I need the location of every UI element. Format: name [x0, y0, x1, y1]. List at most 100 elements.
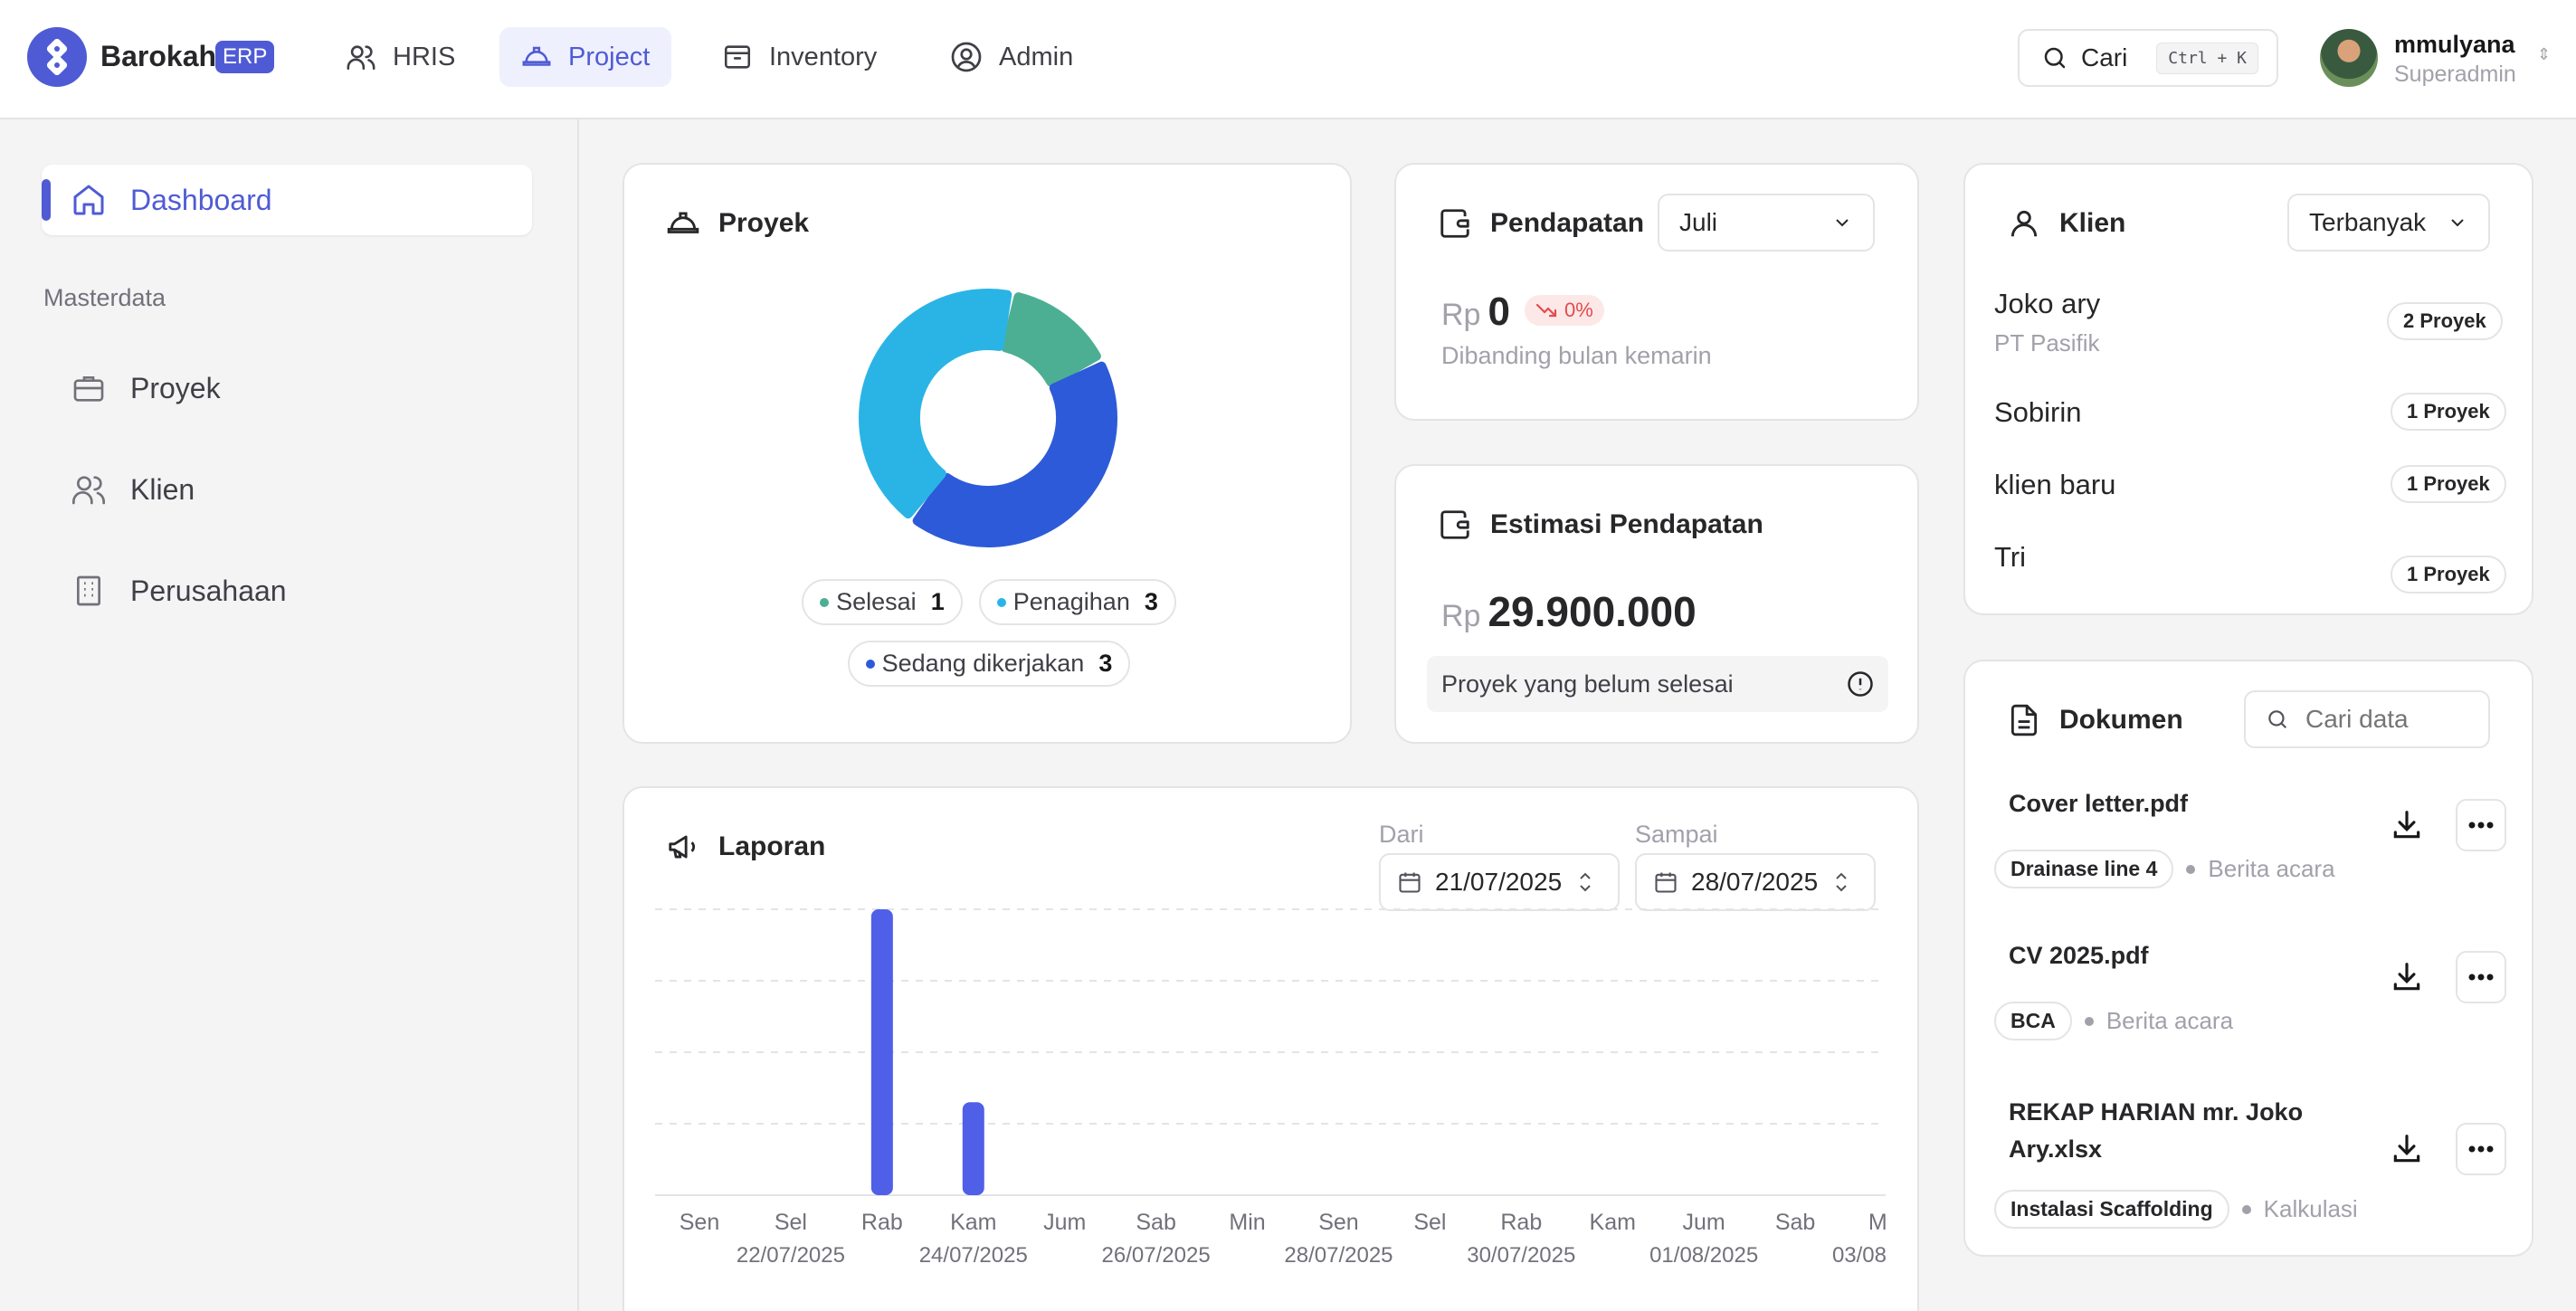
x-tick-label: Sel — [775, 1210, 807, 1235]
klien-card: Klien Terbanyak Joko ary PT Pasifik 2 Pr… — [1963, 163, 2533, 615]
x-tick-label: Sen — [1318, 1210, 1358, 1235]
download-button[interactable] — [2381, 1123, 2432, 1175]
estimasi-note: Proyek yang belum selesai — [1427, 656, 1888, 712]
klien-name[interactable]: Tri — [1994, 541, 2026, 573]
laporan-bar-chart[interactable]: Sen Sel 22/07/2025 Rab Kam 24/07/2025 Jum Sab 26… — [655, 906, 1886, 1304]
month-select[interactable]: Juli — [1658, 194, 1875, 252]
download-icon — [2393, 963, 2420, 991]
nav-project-label: Project — [568, 42, 651, 71]
proyek-donut-chart[interactable] — [852, 282, 1124, 554]
dokumen-card: Dokumen Cover letter.pdf Drainase line 4… — [1963, 660, 2533, 1257]
home-icon — [73, 185, 104, 215]
sidebar-item-dashboard[interactable]: Dashboard — [71, 165, 272, 235]
logo-icon[interactable] — [27, 27, 87, 87]
box-icon — [724, 45, 751, 69]
legend-sedang-dikerjakan[interactable]: Sedang dikerjakan 3 — [847, 641, 1131, 687]
donut-slice-sedang-dikerjakan[interactable] — [912, 361, 1117, 547]
x-date-label: 30/07/2025 — [1467, 1243, 1575, 1268]
change-badge: 0% — [1524, 295, 1604, 326]
sidebar-item-klien[interactable]: Klien — [71, 454, 195, 525]
pendapatan-note: Dibanding bulan kemarin — [1441, 342, 1712, 369]
klien-project-badge: 1 Proyek — [2391, 556, 2506, 594]
klien-name[interactable]: Joko ary — [1994, 288, 2101, 319]
avatar[interactable] — [2320, 29, 2378, 87]
klien-sort-select[interactable]: Terbanyak — [2287, 194, 2490, 252]
document-project-tag: Drainase line 4 — [1994, 850, 2174, 888]
separator-dot — [2186, 864, 2196, 874]
bar[interactable] — [962, 1102, 984, 1195]
legend-penagihan[interactable]: Penagihan 3 — [978, 579, 1176, 625]
legend-label: Penagihan — [1012, 588, 1130, 615]
info-icon[interactable] — [1847, 670, 1874, 698]
document-name[interactable]: Cover letter.pdf — [2009, 790, 2189, 817]
x-tick-label: Sen — [680, 1210, 719, 1235]
document-category: Berita acara — [2208, 855, 2335, 882]
document-category: Kalkulasi — [2263, 1195, 2358, 1222]
donut-slice-selesai[interactable] — [1001, 292, 1101, 387]
separator-dot — [2241, 1204, 2251, 1214]
x-tick-label: Min — [1229, 1210, 1265, 1235]
nav-inventory[interactable]: Inventory — [700, 27, 898, 87]
chevron-updown-icon[interactable]: ⇕ — [2537, 45, 2552, 63]
nav-inventory-label: Inventory — [769, 42, 878, 71]
sidebar-item-label: Dashboard — [130, 183, 272, 216]
document-name[interactable]: CV 2025.pdf — [2009, 942, 2149, 969]
sort-select-value: Terbanyak — [2309, 208, 2427, 236]
x-date-label: 01/08/2025 — [1649, 1243, 1758, 1268]
nav-admin[interactable]: Admin — [928, 27, 1095, 87]
document-meta: Instalasi Scaffolding Kalkulasi — [1994, 1190, 2358, 1229]
date-to-input[interactable]: 28/07/2025 — [1635, 853, 1876, 911]
brand-name: Barokah — [100, 40, 217, 72]
date-from-input[interactable]: 21/07/2025 — [1379, 853, 1620, 911]
card-title: Estimasi Pendapatan — [1438, 508, 1763, 542]
laporan-card: Laporan Dari 21/07/2025 Sampai 28/07/202… — [623, 786, 1919, 1311]
x-date-label: 03/08/2025 — [1832, 1243, 1886, 1268]
nav-hris[interactable]: HRIS — [324, 27, 477, 87]
date-from-label: Dari — [1379, 821, 1424, 848]
card-title: Proyek — [666, 206, 809, 241]
klien-name[interactable]: Sobirin — [1994, 396, 2082, 428]
sidebar-item-perusahaan[interactable]: Perusahaan — [71, 556, 287, 626]
klien-name[interactable]: klien baru — [1994, 469, 2116, 500]
user-role: Superadmin — [2394, 62, 2516, 87]
dokumen-search-field[interactable] — [2244, 690, 2490, 748]
legend-label: Sedang dikerjakan — [881, 650, 1085, 677]
users-icon — [347, 45, 375, 71]
download-button[interactable] — [2381, 951, 2432, 1003]
more-button[interactable] — [2456, 1123, 2506, 1175]
nav-hris-label: HRIS — [393, 42, 456, 71]
bar[interactable] — [870, 909, 893, 1195]
document-name[interactable]: REKAP HARIAN mr. Joko Ary.xlsx — [2009, 1098, 2304, 1163]
sidebar-item-proyek[interactable]: Proyek — [71, 353, 221, 423]
download-button[interactable] — [2381, 799, 2432, 851]
x-tick-label: Jum — [1043, 1210, 1086, 1235]
estimasi-value: 29.900.000 — [1488, 588, 1697, 635]
dokumen-search-input[interactable] — [2305, 705, 2468, 734]
card-title: Dokumen — [2007, 703, 2183, 737]
document-category: Berita acara — [2105, 1007, 2234, 1034]
user-name[interactable]: mmulyana — [2394, 31, 2515, 58]
global-search-button[interactable]: Cari Ctrl + K — [2018, 29, 2278, 87]
sidebar-item-label: Proyek — [130, 371, 221, 404]
more-button[interactable] — [2456, 799, 2506, 851]
x-date-label: 26/07/2025 — [1102, 1243, 1211, 1268]
date-to-label: Sampai — [1635, 821, 1718, 848]
donut-slice-penagihan[interactable] — [859, 289, 1012, 519]
more-horizontal-icon — [2468, 974, 2494, 981]
chevron-updown-icon — [1580, 872, 1591, 892]
brand-badge: ERP — [215, 41, 275, 73]
pendapatan-card: Pendapatan Juli Rp 0 0% Dibanding bulan … — [1394, 163, 1919, 421]
document-project-tag: Instalasi Scaffolding — [1994, 1190, 2229, 1229]
pendapatan-value: 0 — [1488, 290, 1510, 334]
wallet-icon — [1440, 510, 1469, 539]
sidebar-item-label: Perusahaan — [130, 574, 287, 607]
nav-project[interactable]: Project — [499, 27, 672, 87]
currency-label: Rp — [1441, 298, 1481, 332]
more-button[interactable] — [2456, 951, 2506, 1003]
legend-selesai[interactable]: Selesai 1 — [802, 579, 963, 625]
download-icon — [2393, 811, 2420, 839]
user-circle-icon — [951, 42, 982, 72]
klien-project-badge: 2 Proyek — [2387, 302, 2503, 340]
hardhat-icon — [667, 212, 699, 233]
briefcase-icon — [73, 376, 104, 402]
